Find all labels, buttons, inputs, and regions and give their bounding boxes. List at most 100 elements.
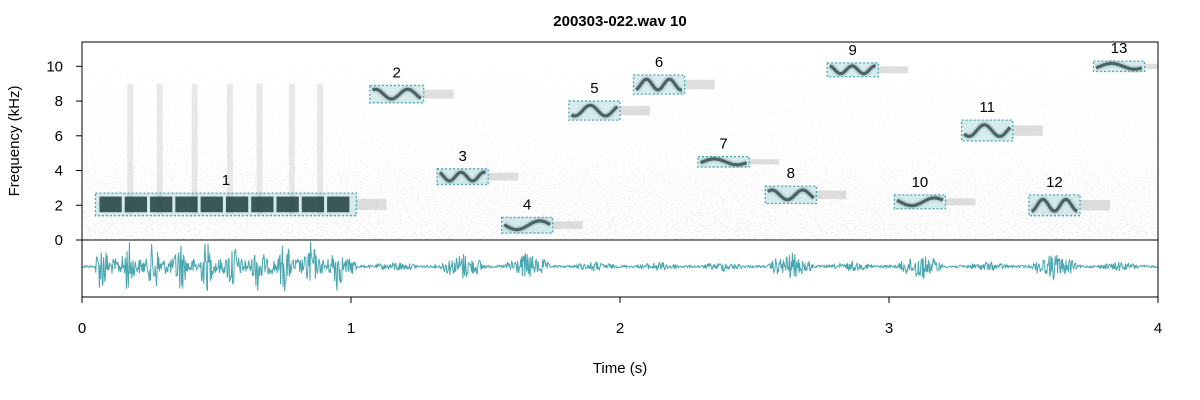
y-tick-label: 10 [46,58,63,75]
call-trace [1031,197,1078,213]
detection-1 [94,192,387,217]
y-tick-label: 8 [55,93,63,110]
detection-4 [500,216,583,234]
spectrogram-background [82,42,1158,240]
y-axis-label: Frequency (kHz) [6,86,23,197]
reverb-trail [816,190,847,200]
detection-label: 2 [393,64,401,81]
call-trace [699,157,748,167]
detection-11 [960,119,1043,142]
pulse-block [124,196,148,213]
call-trace [766,188,815,202]
spectrogram-marks [94,59,1158,234]
detection-2 [369,84,454,104]
x-tick-label: 1 [347,320,355,337]
pulse-block [150,196,173,213]
call-halo [1030,195,1079,215]
call-trace [896,196,944,208]
detection-3 [436,168,519,186]
call-halo [371,85,423,103]
x-tick-label: 4 [1154,320,1162,337]
reverb-trail [620,105,650,116]
detection-9 [826,62,909,78]
broadband-streak [127,83,134,214]
detection-label: 4 [523,196,531,213]
reverb-trail [684,79,715,90]
detection-label: 10 [912,174,929,191]
detection-box-border [94,192,358,217]
broadband-streak [226,83,233,214]
call-halo [766,186,817,204]
call-halo [634,75,683,94]
call-halo [502,217,552,234]
detection-box-border [632,74,686,95]
call-halo [895,194,945,210]
detection-13 [1092,59,1158,73]
call-trace [371,87,422,101]
broadband-streak [256,83,263,214]
detection-box-border [1092,60,1146,73]
call-halo [961,121,1013,140]
y-tick-label: 4 [55,163,63,180]
detection-6 [632,74,715,95]
reverb-trail [945,198,976,206]
reverb-trail [1079,200,1110,211]
detection-box-border [826,62,879,78]
waveform-panel [82,241,1158,292]
call-trace [963,123,1012,139]
broadband-streak [288,83,295,214]
detection-box-border [369,84,425,104]
detection-10 [893,194,976,210]
detection-label: 1 [222,172,230,189]
x-axis: 0 1 2 3 4 [78,297,1162,337]
detection-label: 6 [655,54,663,71]
reverb-trail [1144,63,1158,69]
call-halo [828,62,876,78]
chart-title: 200303-022.wav 10 [553,13,686,30]
x-axis-label: Time (s) [593,360,647,377]
detection-box-border [1028,194,1081,217]
detection-box-border [764,185,818,205]
x-tick-label: 2 [616,320,624,337]
y-axis: 0 2 4 6 8 10 [46,58,82,249]
reverb-trail [749,159,780,165]
detection-label: 8 [787,165,795,182]
call-halo [437,168,487,185]
x-tick-label: 0 [78,320,86,337]
y-tick-label: 6 [55,128,63,145]
detection-box-border [893,194,947,210]
pulse-block [251,196,274,213]
detection-label: 5 [590,80,598,97]
pulse-block [99,196,122,213]
call-trace [1095,61,1143,71]
detection-box-border [960,119,1014,142]
detection-box-border [568,100,621,121]
call-trace [503,219,552,232]
call-halo [569,101,620,120]
call-halo [1094,59,1143,73]
reverb-trail [878,66,909,74]
pulse-block [301,196,325,213]
waveform-trace [82,241,1158,292]
detection-label: 7 [719,136,727,153]
x-tick-label: 3 [885,320,893,337]
reverb-trail [552,221,583,230]
broadband-streak [191,83,198,214]
pulse-block [327,196,350,213]
call-halo [699,155,748,169]
detection-box-border [500,216,554,234]
reverb-trail [1012,125,1043,136]
y-tick-label: 0 [55,232,63,249]
detection-8 [764,185,847,205]
detection-12 [1028,194,1110,217]
call-trace [570,103,619,118]
detection-7 [697,155,780,169]
pulse-block [200,196,223,213]
detection-box-border [697,155,750,168]
call-trace [829,64,876,76]
detection-label: 13 [1111,40,1128,57]
broadband-streak [317,83,324,214]
y-tick-label: 2 [55,197,63,214]
call-trace [635,77,683,92]
